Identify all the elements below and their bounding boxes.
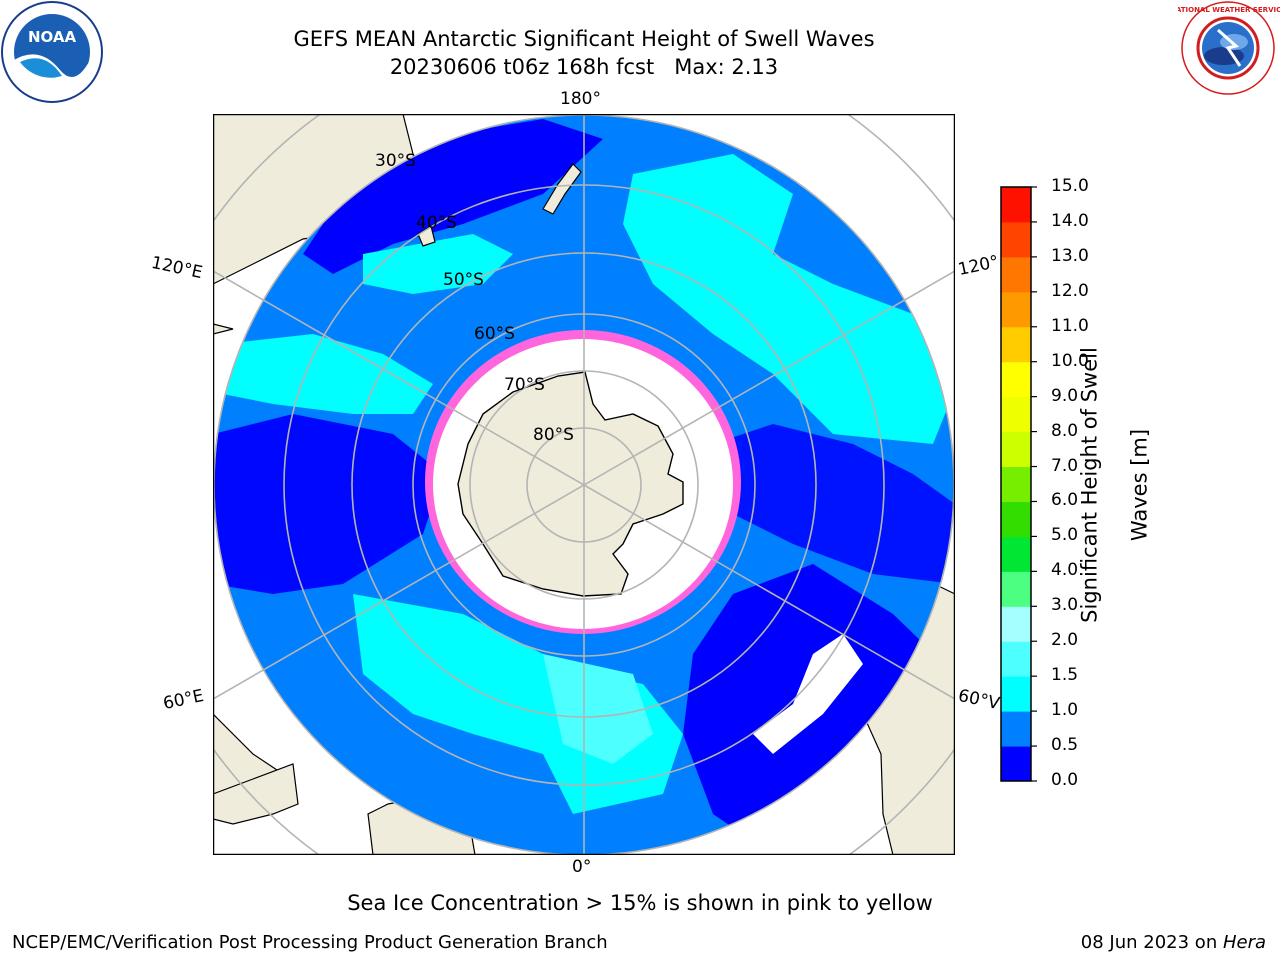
colorbar-segment bbox=[1001, 571, 1031, 607]
ocean-low-right bbox=[713, 424, 954, 584]
lat-label-60s: 60°S bbox=[474, 324, 515, 344]
colorbar-title-text: Significant Height of Swell Waves [m] bbox=[1078, 315, 1153, 655]
ocean-low-top bbox=[303, 119, 603, 274]
ocean-high-left bbox=[223, 334, 433, 414]
sea-ice-speckle bbox=[753, 634, 863, 754]
colorbar-segment bbox=[1001, 431, 1031, 468]
colorbar-segment bbox=[1001, 746, 1031, 782]
map-canvas bbox=[213, 114, 955, 855]
colorbar-segment bbox=[1001, 326, 1031, 363]
colorbar-segment bbox=[1001, 676, 1031, 712]
colorbar-tick-label: 0.0 bbox=[1051, 770, 1079, 790]
colorbar-tick-label: 6.0 bbox=[1051, 490, 1079, 511]
meridian-label-lower-left: 60°E bbox=[161, 685, 206, 715]
colorbar-title-line2: Waves [m] bbox=[1127, 428, 1152, 542]
map-title: GEFS MEAN Antarctic Significant Height o… bbox=[293, 27, 875, 51]
colorbar-border bbox=[1000, 186, 1032, 782]
date-text: 08 Jun 2023 on bbox=[1080, 932, 1223, 953]
colorbar-tick-label: 10.0 bbox=[1051, 350, 1089, 371]
colorbar-tick-label: 13.0 bbox=[1051, 245, 1089, 266]
ocean-higher-bottom bbox=[543, 654, 653, 764]
polar-map: 30°S 40°S 50°S 60°S 70°S 80°S bbox=[213, 114, 955, 855]
lat-label-30s: 30°S bbox=[375, 151, 416, 171]
noaa-logo-text: NOAA bbox=[28, 28, 77, 46]
colorbar-tick-label: 5.0 bbox=[1051, 525, 1079, 546]
machine-name: Hera bbox=[1222, 932, 1266, 953]
colorbar-segment bbox=[1001, 256, 1031, 293]
colorbar-segment bbox=[1001, 187, 1031, 223]
colorbar-tick-label: 11.0 bbox=[1051, 315, 1089, 336]
map-frame bbox=[213, 114, 955, 855]
noaa-logo: NOAA bbox=[0, 0, 104, 104]
meridian-label-top: 180° bbox=[560, 89, 601, 109]
meridian-label-lower-right: 60°V bbox=[956, 685, 1002, 715]
colorbar-tick-label: 1.0 bbox=[1051, 700, 1079, 721]
colorbar-segment bbox=[1001, 291, 1031, 328]
colorbar-segment bbox=[1001, 641, 1031, 677]
nws-logo: NATIONAL WEATHER SERVICE bbox=[1170, 0, 1280, 100]
meridian-label-upper-right: 120° bbox=[956, 251, 1001, 281]
ocean-low-left bbox=[214, 414, 443, 594]
land-new-zealand bbox=[542, 163, 582, 215]
land-left-edge bbox=[213, 284, 234, 335]
lat-label-50s: 50°S bbox=[443, 270, 484, 290]
map-subtitle: 20230606 t06z 168h fcst Max: 2.13 bbox=[389, 55, 779, 79]
colorbar-tick-label: 8.0 bbox=[1051, 420, 1079, 441]
colorbar-tick-label: 0.5 bbox=[1051, 735, 1079, 756]
colorbar-segment bbox=[1001, 536, 1031, 572]
colorbar-segment bbox=[1001, 606, 1031, 642]
land-lower-left-island bbox=[213, 763, 299, 825]
colorbar-segment bbox=[1001, 501, 1031, 537]
colorbar-segment bbox=[1001, 221, 1031, 258]
colorbar-tick-label: 1.5 bbox=[1051, 665, 1079, 686]
ocean-high-top-left bbox=[363, 234, 513, 294]
meridian-label-bottom: 0° bbox=[572, 857, 592, 877]
colorbar-segment bbox=[1001, 711, 1031, 747]
colorbar-tick-label: 14.0 bbox=[1051, 210, 1089, 231]
sea-ice-footnote: Sea Ice Concentration > 15% is shown in … bbox=[347, 891, 933, 915]
colorbar-tick-label: 9.0 bbox=[1051, 385, 1079, 406]
colorbar-segment bbox=[1001, 466, 1031, 502]
colorbar bbox=[1000, 186, 1040, 782]
nws-logo-text: NATIONAL WEATHER SERVICE bbox=[1178, 6, 1280, 14]
lat-label-80s: 80°S bbox=[533, 425, 574, 445]
colorbar-segment bbox=[1001, 361, 1031, 398]
colorbar-segment bbox=[1001, 396, 1031, 433]
colorbar-tick-label: 15.0 bbox=[1051, 176, 1089, 196]
colorbar-tick-label: 2.0 bbox=[1051, 630, 1079, 651]
land-antarctica bbox=[457, 371, 684, 597]
colorbar-title-line1: Significant Height of Swell bbox=[1077, 347, 1102, 623]
date-stamp: 08 Jun 2023 on Hera bbox=[1081, 932, 1266, 953]
lat-label-70s: 70°S bbox=[504, 375, 545, 395]
ocean-high-upper-right bbox=[623, 154, 953, 444]
colorbar-tick-label: 4.0 bbox=[1051, 560, 1079, 581]
colorbar-tick-label: 12.0 bbox=[1051, 280, 1089, 301]
credit-text: NCEP/EMC/Verification Post Processing Pr… bbox=[12, 932, 608, 953]
meridian-label-upper-left: 120°E bbox=[149, 252, 205, 284]
colorbar-tick-label: 7.0 bbox=[1051, 455, 1079, 476]
meridian-lines bbox=[213, 114, 955, 855]
colorbar-tick-label: 3.0 bbox=[1051, 595, 1079, 616]
lat-label-40s: 40°S bbox=[416, 213, 457, 233]
